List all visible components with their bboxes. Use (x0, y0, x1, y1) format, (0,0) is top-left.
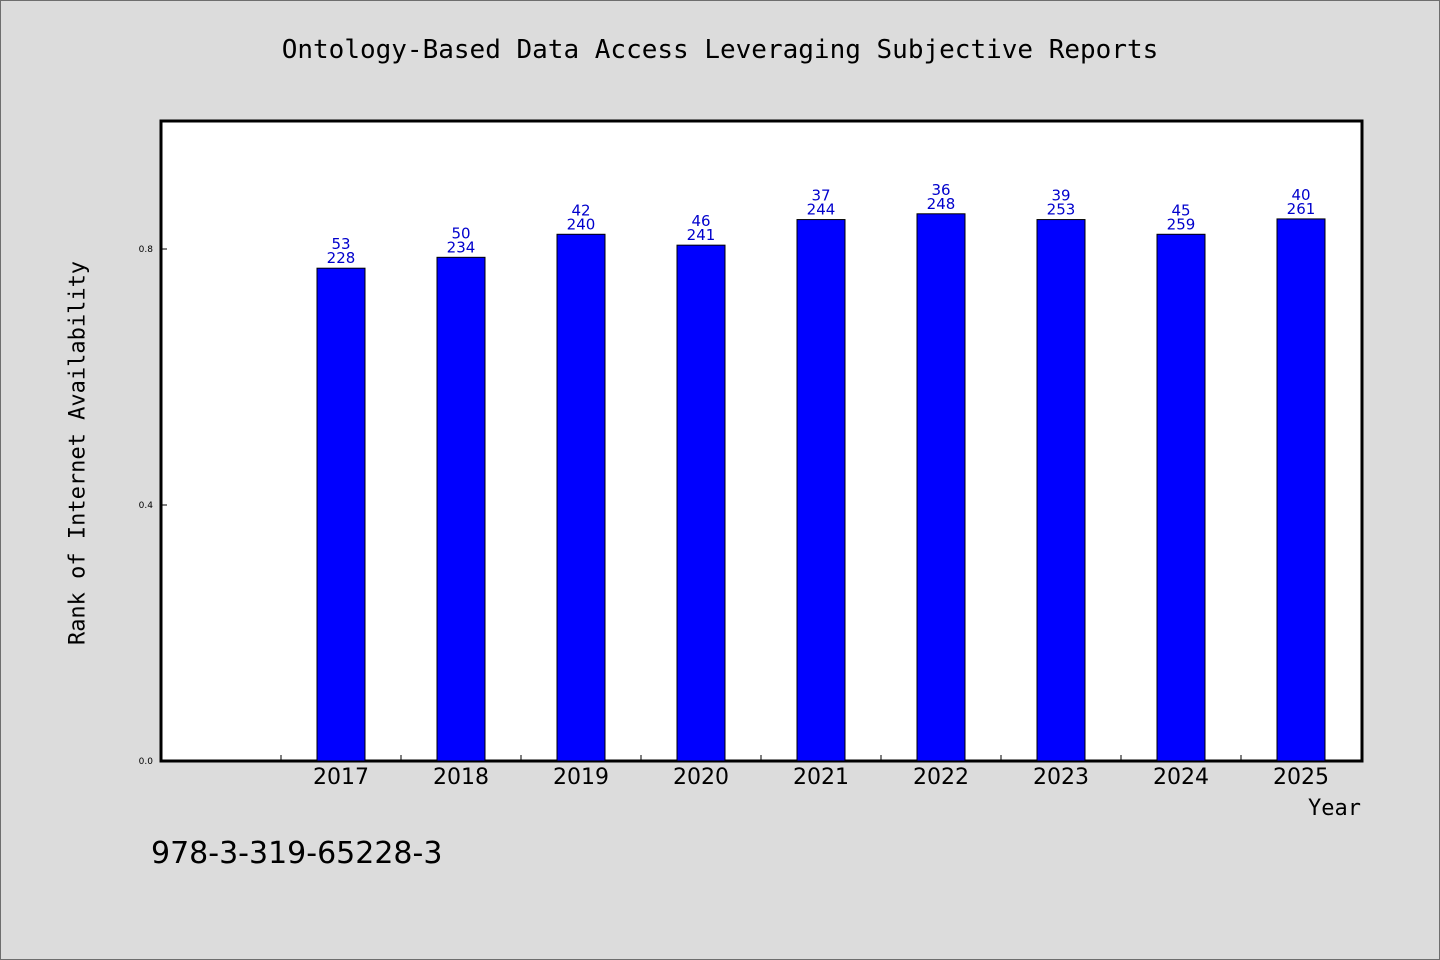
x-tick-label: 2025 (1273, 765, 1329, 790)
bar-label-bottom: 234 (447, 238, 476, 256)
bar-2022 (916, 213, 966, 762)
bar-2021 (796, 219, 846, 762)
bar-2018 (436, 256, 486, 762)
bar-2017 (316, 267, 366, 762)
x-tick-label: 2021 (793, 765, 849, 790)
bar-label-top: 39 (1051, 187, 1070, 205)
x-tick-label: 2018 (433, 765, 489, 790)
x-tick-label: 2023 (1033, 765, 1089, 790)
bar-2024 (1156, 233, 1206, 762)
y-axis-title: Rank of Internet Availability (65, 260, 91, 646)
bar-label-bottom: 244 (807, 201, 836, 219)
y-tick-label: 0.0 (139, 757, 154, 767)
bars (316, 213, 1326, 762)
bar-label-top: 53 (331, 235, 350, 253)
bar-label-top: 42 (571, 201, 590, 219)
bar-label-bottom: 261 (1287, 200, 1316, 218)
bar-2019 (556, 233, 606, 762)
isbn-text: 978-3-319-65228-3 (151, 836, 443, 871)
x-tick-label: 2024 (1153, 765, 1209, 790)
bar-label-bottom: 259 (1167, 215, 1196, 233)
x-tick-label: 2022 (913, 765, 969, 790)
bar-label-top: 37 (811, 187, 830, 205)
x-tick-label: 2019 (553, 765, 609, 790)
bar-label-bottom: 228 (327, 249, 356, 267)
chart-title: Ontology-Based Data Access Leveraging Su… (281, 35, 1159, 65)
bar-2023 (1036, 219, 1086, 762)
bar-label-top: 36 (931, 181, 950, 199)
bar-label-bottom: 253 (1047, 201, 1076, 219)
bar-label-bottom: 240 (567, 215, 596, 233)
y-tick-label: 0.4 (139, 501, 154, 511)
y-tick-label: 0.8 (139, 245, 154, 255)
x-tick-label: 2020 (673, 765, 729, 790)
bar-label-top: 46 (691, 212, 710, 230)
bar-label-top: 40 (1291, 186, 1310, 204)
x-axis-title: Year (1308, 796, 1361, 821)
x-tick-labels: 2017 2018 2019 2020 2021 2022 2023 2024 2025 (313, 765, 1329, 790)
bar-label-bottom: 248 (927, 195, 956, 213)
bar-label-top: 50 (451, 224, 470, 242)
x-tick-label: 2017 (313, 765, 369, 790)
bar-2020 (676, 244, 726, 762)
bar-2025 (1276, 218, 1326, 762)
bar-label-top: 45 (1171, 201, 1190, 219)
bar-label-bottom: 241 (687, 226, 716, 244)
axis-ticks: 0.0 0.4 0.8 (139, 245, 1362, 767)
